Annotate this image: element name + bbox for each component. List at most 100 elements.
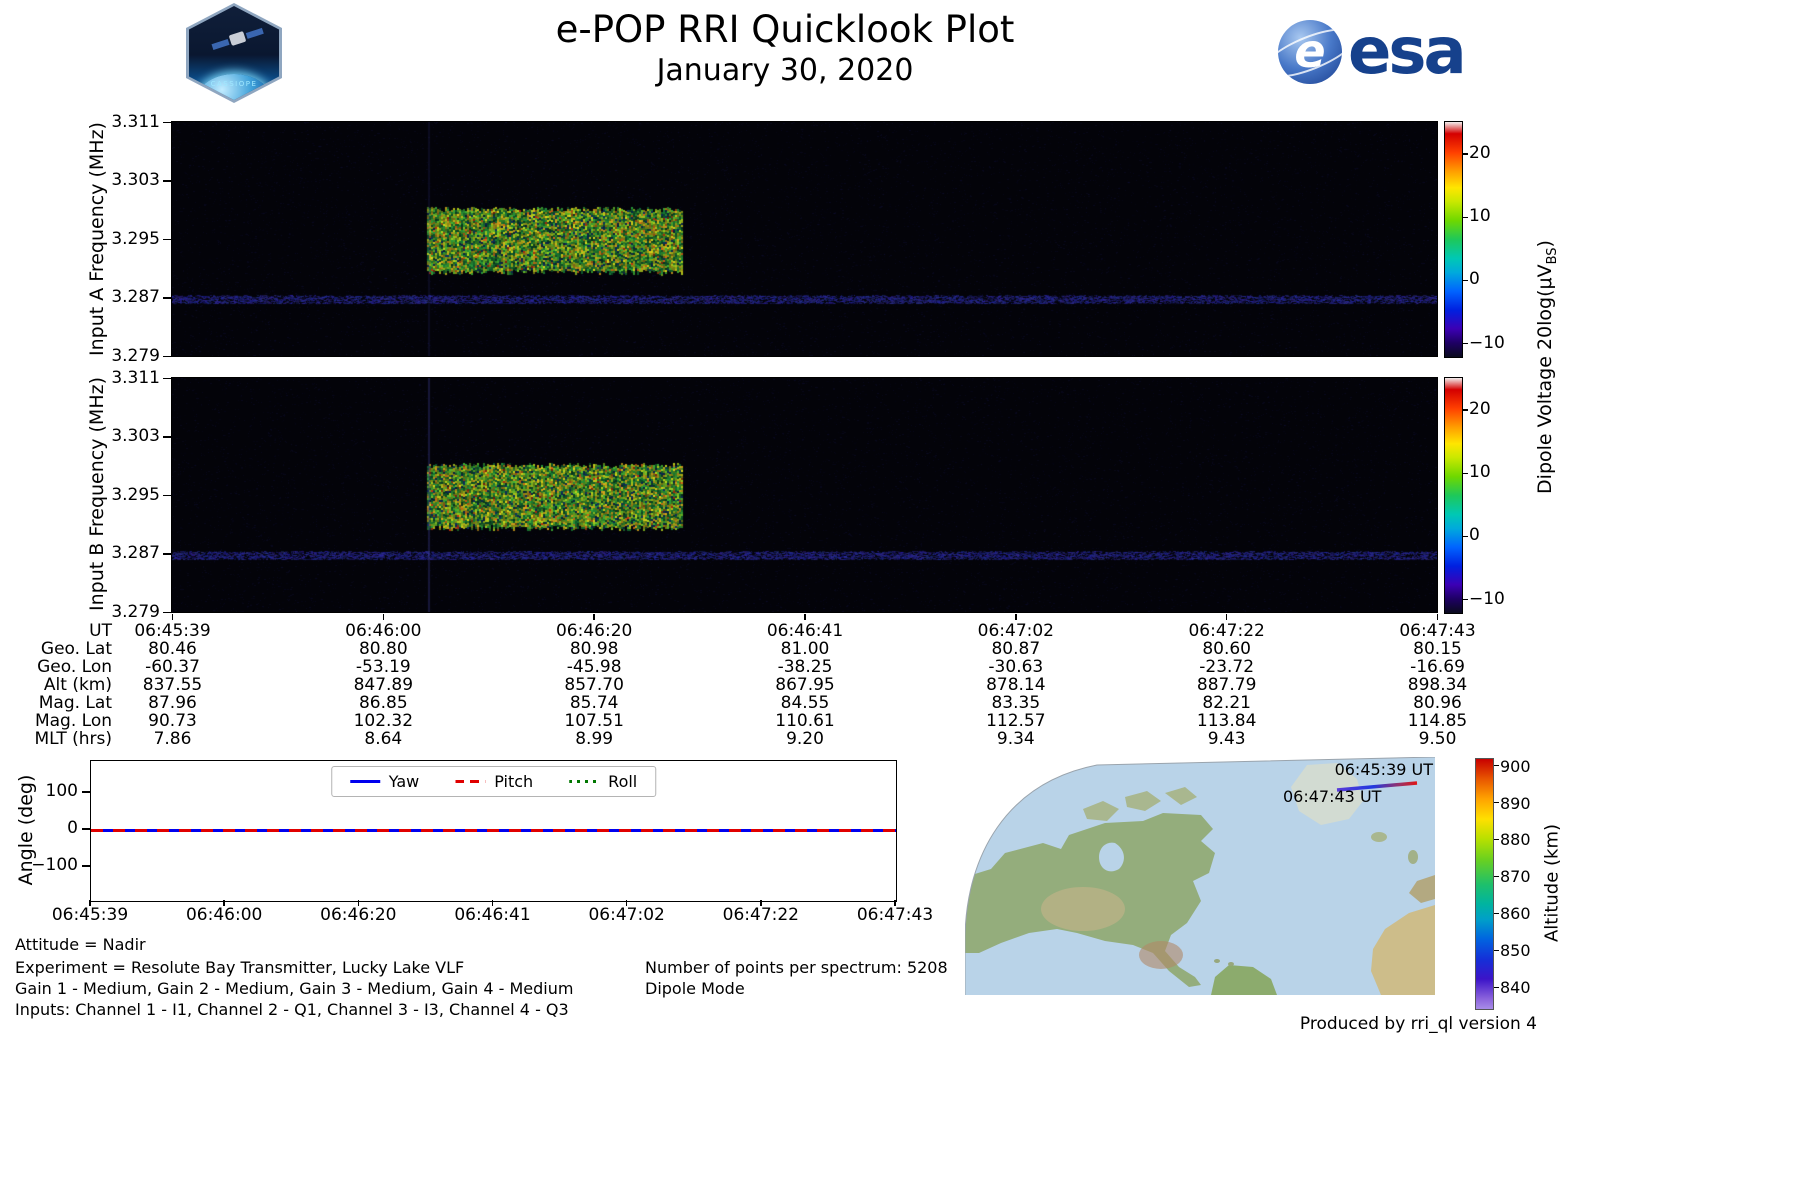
ephemeris-value: 9.50 bbox=[1418, 729, 1457, 749]
ephemeris-value: 112.57 bbox=[986, 711, 1046, 731]
ephemeris-value: 87.96 bbox=[148, 693, 197, 713]
ephemeris-value: 06:47:02 bbox=[977, 621, 1054, 641]
freq-tick-label: 3.311 bbox=[111, 367, 160, 388]
ephemeris-value: 06:47:43 bbox=[1399, 621, 1476, 641]
ephemeris-row-label: Alt (km) bbox=[43, 675, 112, 695]
tick-mark bbox=[163, 121, 171, 124]
spectrogram-panel-b bbox=[171, 377, 1438, 613]
esa-wordmark: esa bbox=[1348, 15, 1467, 89]
ground-track-map: 06:45:39 UT 06:47:43 UT bbox=[965, 757, 1435, 995]
colorbar-b bbox=[1444, 377, 1463, 614]
tick-mark bbox=[82, 791, 90, 793]
freq-tick-label: 3.303 bbox=[111, 426, 160, 446]
dipole-mode-note: Dipole Mode bbox=[645, 979, 745, 998]
ephemeris-value: 102.32 bbox=[353, 711, 414, 731]
angle-xtick-label: 06:46:41 bbox=[454, 905, 531, 925]
ephemeris-value: 898.34 bbox=[1407, 675, 1468, 695]
title-block: e-POP RRI Quicklook Plot January 30, 202… bbox=[250, 8, 1320, 88]
ephemeris-row-label: MLT (hrs) bbox=[34, 729, 112, 749]
tick-mark bbox=[1015, 614, 1017, 620]
altitude-colorbar bbox=[1475, 758, 1494, 1010]
map-arctic-island-3 bbox=[1165, 787, 1197, 805]
tick-mark bbox=[82, 828, 90, 830]
map-northwest-africa bbox=[1371, 905, 1435, 995]
angle-plot: Yaw Pitch Roll bbox=[90, 760, 897, 902]
ephemeris-value: 85.74 bbox=[569, 693, 619, 713]
tick-mark bbox=[1463, 472, 1468, 475]
ephemeris-row-label: Mag. Lon bbox=[34, 711, 112, 731]
tick-mark bbox=[171, 614, 174, 620]
tick-mark bbox=[1463, 342, 1468, 345]
page-title: e-POP RRI Quicklook Plot bbox=[555, 8, 1015, 51]
ephemeris-row-label: Geo. Lat bbox=[40, 639, 112, 659]
map-arctic-island-1 bbox=[1083, 801, 1119, 821]
map-us-west-terrain bbox=[1041, 887, 1125, 931]
map-iberia bbox=[1409, 875, 1435, 903]
dipole-label-subscript: BS bbox=[1544, 247, 1560, 265]
tick-mark bbox=[1494, 838, 1499, 841]
tick-mark bbox=[1463, 153, 1468, 155]
angle-ytick-label: 0 bbox=[67, 818, 78, 839]
freq-tick-label: 3.279 bbox=[111, 601, 160, 622]
colorbar-tick-label: 0 bbox=[1469, 269, 1480, 290]
freq-tick-label: 3.287 bbox=[111, 287, 160, 307]
angle-ytick-label: 100 bbox=[45, 781, 78, 802]
colorbar-tick-label: 20 bbox=[1469, 399, 1491, 420]
freq-tick-label: 3.311 bbox=[111, 111, 160, 132]
ephemeris-value: -30.63 bbox=[988, 657, 1044, 677]
tick-mark bbox=[163, 355, 171, 358]
map-british-isles bbox=[1408, 850, 1418, 864]
legend-item-pitch: Pitch bbox=[455, 772, 533, 791]
tick-mark bbox=[1494, 875, 1499, 878]
ephemeris-value: 113.84 bbox=[1196, 711, 1257, 731]
map-caribbean-island bbox=[1214, 959, 1220, 963]
tick-mark bbox=[223, 900, 225, 906]
plot-date: January 30, 2020 bbox=[656, 53, 914, 88]
tick-mark bbox=[163, 494, 171, 497]
ephemeris-value: 84.55 bbox=[780, 693, 830, 713]
esa-e-glyph: e bbox=[1294, 24, 1326, 78]
ephemeris-value: -23.72 bbox=[1199, 657, 1255, 677]
tick-mark bbox=[163, 553, 171, 555]
ephemeris-value: -45.98 bbox=[566, 657, 622, 677]
ephemeris-row-label: Mag. Lat bbox=[38, 693, 112, 713]
angle-ytick-label: −100 bbox=[31, 854, 78, 875]
produced-by-note: Produced by rri_ql version 4 bbox=[1299, 1014, 1537, 1034]
inputs-note: Inputs: Channel 1 - I1, Channel 2 - Q1, … bbox=[15, 1000, 569, 1019]
ephemeris-value: -38.25 bbox=[777, 657, 833, 677]
tick-mark bbox=[163, 611, 171, 614]
ephemeris-value: 06:46:20 bbox=[555, 621, 633, 641]
ephemeris-value: 81.00 bbox=[780, 639, 830, 659]
colorbar-tick-label: 10 bbox=[1469, 462, 1491, 483]
tick-mark bbox=[1463, 598, 1468, 601]
ephemeris-value: 114.85 bbox=[1407, 711, 1468, 731]
yaw-line-sample-icon bbox=[349, 780, 380, 783]
ephemeris-value: 110.61 bbox=[775, 711, 835, 731]
freq-tick-label: 3.295 bbox=[111, 484, 160, 505]
experiment-note: Experiment = Resolute Bay Transmitter, L… bbox=[15, 958, 465, 977]
altitude-colorbar-label: Altitude (km) bbox=[1541, 823, 1563, 943]
angle-xtick-label: 06:45:39 bbox=[51, 905, 129, 925]
ephemeris-value: 837.55 bbox=[142, 675, 203, 695]
map-mexico-terrain bbox=[1139, 941, 1183, 969]
spectrogram-b-canvas bbox=[172, 378, 1437, 612]
ephemeris-value: 80.15 bbox=[1413, 639, 1462, 659]
colorbar-tick-label: −10 bbox=[1469, 588, 1505, 609]
tick-mark bbox=[163, 180, 171, 182]
tick-mark bbox=[163, 238, 171, 241]
angle-xtick-label: 06:46:20 bbox=[320, 905, 397, 925]
track-end-time-label: 06:47:43 UT bbox=[1283, 787, 1382, 806]
tick-mark bbox=[760, 900, 762, 906]
satellite-ground-track bbox=[1336, 781, 1418, 792]
tick-mark bbox=[382, 614, 385, 620]
ephemeris-value: 867.95 bbox=[775, 675, 835, 695]
ephemeris-row-label: Geo. Lon bbox=[37, 657, 112, 677]
altitude-tick-label: 880 bbox=[1500, 830, 1531, 850]
ephemeris-value: 90.73 bbox=[148, 711, 197, 731]
ephemeris-value: 06:46:00 bbox=[345, 621, 422, 641]
angle-xtick-label: 06:46:00 bbox=[185, 905, 263, 925]
ephemeris-value: -53.19 bbox=[355, 657, 411, 677]
ephemeris-value: 878.14 bbox=[986, 675, 1046, 695]
ephemeris-value: 9.20 bbox=[786, 729, 824, 749]
tick-mark bbox=[89, 900, 91, 906]
